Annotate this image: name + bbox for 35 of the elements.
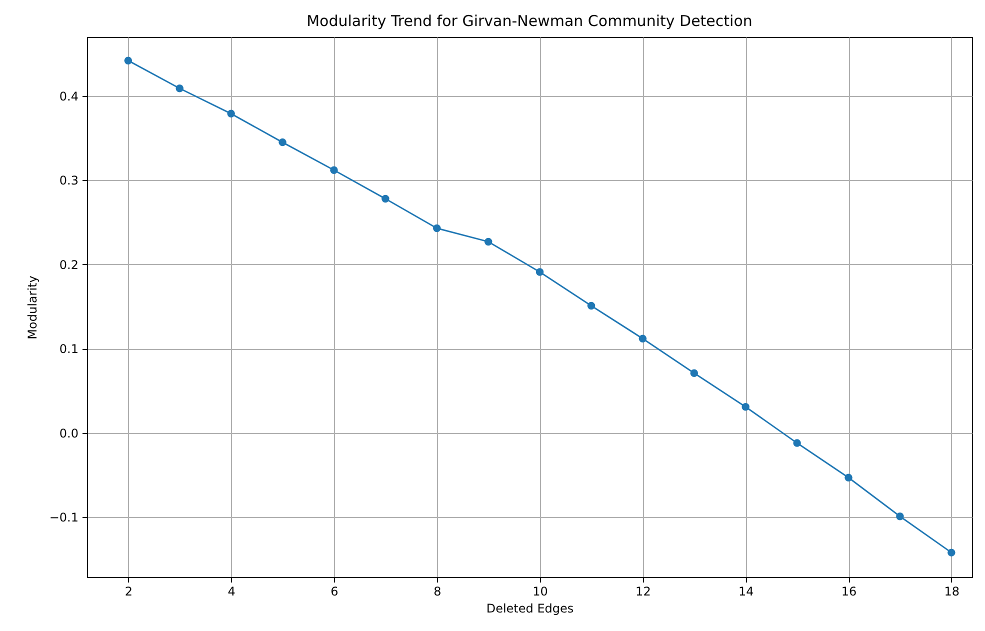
point: [484, 238, 492, 246]
y-tick-label: 0.2: [59, 258, 78, 272]
y-tick-label: 0.4: [59, 89, 78, 104]
point: [433, 224, 441, 232]
y-tick-label: 0.1: [59, 342, 78, 356]
point: [896, 512, 904, 520]
x-tick-label: 2: [124, 584, 132, 598]
x-tick-label: 18: [944, 584, 960, 598]
y-tick-label: 0.0: [59, 426, 78, 440]
y-axis-title: Modularity: [25, 276, 40, 340]
x-tick-label: 16: [841, 584, 857, 598]
x-tick-label: 10: [532, 584, 548, 598]
x-tick-label: 14: [738, 584, 754, 598]
point: [124, 56, 132, 64]
point: [330, 166, 338, 174]
y-tick-label: −0.1: [49, 510, 78, 525]
point: [227, 110, 235, 118]
point: [690, 369, 698, 377]
chart-title: Modularity Trend for Girvan-Newman Community Detection: [306, 12, 752, 30]
point: [382, 194, 390, 203]
x-tick-label: 6: [330, 584, 338, 598]
point: [176, 84, 184, 92]
point: [536, 268, 544, 276]
point: [278, 138, 286, 146]
x-tick-label: 4: [228, 584, 236, 598]
x-tick-label: 12: [636, 584, 651, 598]
point: [638, 334, 647, 342]
point: [793, 439, 801, 447]
x-tick-label: 8: [434, 584, 442, 598]
point: [844, 474, 852, 482]
point: [742, 402, 750, 411]
point: [948, 548, 956, 556]
y-tick-label: 0.3: [59, 174, 78, 188]
x-axis-title: Deleted Edges: [486, 602, 574, 616]
point: [587, 302, 596, 310]
